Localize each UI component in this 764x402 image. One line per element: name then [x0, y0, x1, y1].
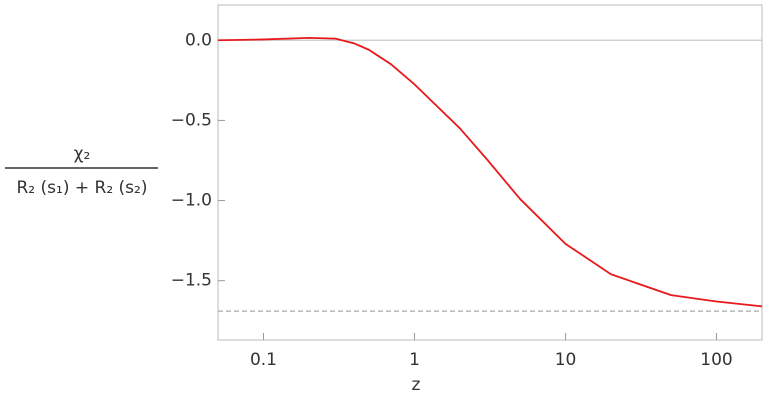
plot-frame — [217, 4, 763, 341]
y-label-numerator: χ₂ — [74, 144, 91, 164]
x-tick-label: 1 — [409, 350, 420, 370]
x-tick-label: 100 — [700, 350, 732, 370]
x-tick-label: 0.1 — [250, 350, 277, 370]
y-label-denominator: R₂ (s₁) + R₂ (s₂) — [17, 178, 148, 198]
data-line — [217, 36, 763, 308]
y-tick-label: −1.0 — [171, 191, 212, 211]
y-tick-label: −1.5 — [171, 271, 212, 291]
x-tick-label: 10 — [555, 350, 577, 370]
y-tick-label: 0.0 — [185, 30, 212, 50]
y-tick-label: −0.5 — [171, 110, 212, 130]
x-axis-label: z — [412, 375, 421, 395]
